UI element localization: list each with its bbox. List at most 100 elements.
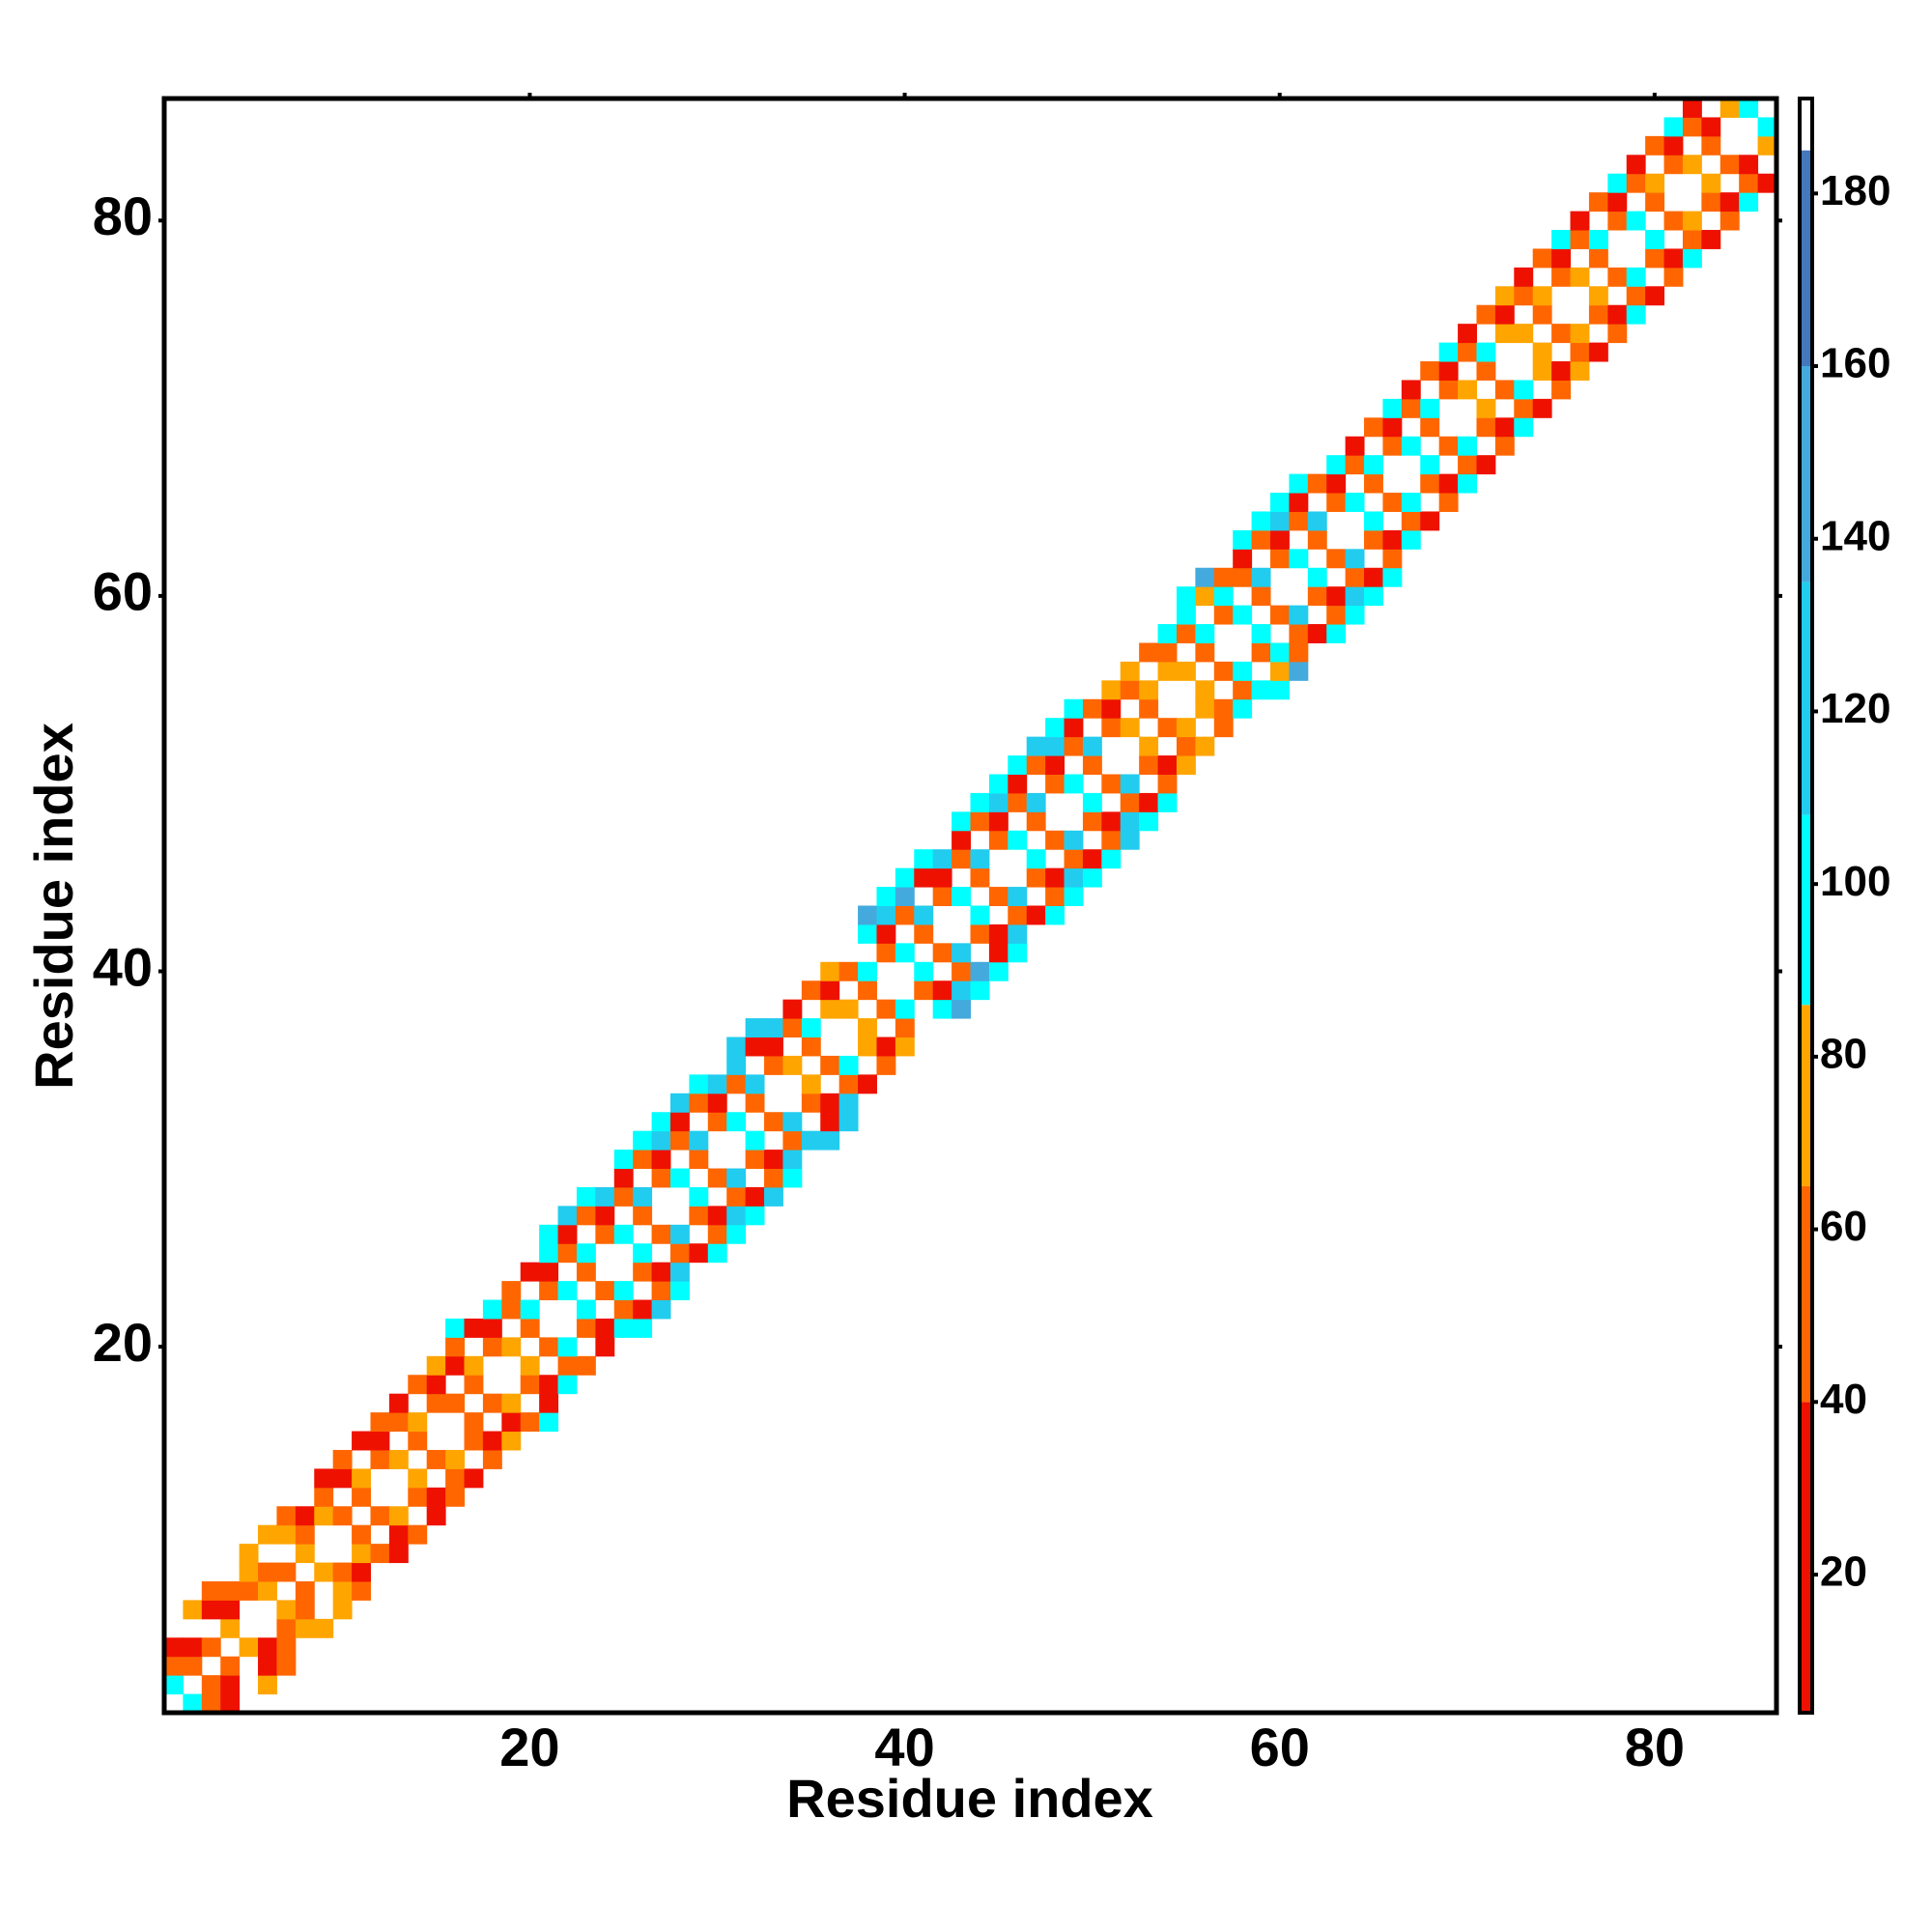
heatmap-cell bbox=[1345, 436, 1365, 456]
heatmap-cell bbox=[426, 1487, 446, 1507]
heatmap-cell bbox=[876, 943, 896, 963]
heatmap-cell bbox=[295, 1618, 315, 1638]
heatmap-cell bbox=[1101, 811, 1122, 832]
heatmap-cell bbox=[482, 1431, 502, 1451]
heatmap-cell bbox=[932, 999, 952, 1019]
heatmap-cell bbox=[1064, 867, 1084, 888]
heatmap-cell bbox=[1251, 511, 1271, 531]
heatmap-cell bbox=[239, 1562, 259, 1582]
heatmap-cell bbox=[1082, 698, 1102, 719]
heatmap-cell bbox=[633, 1243, 653, 1264]
heatmap-cell bbox=[1626, 173, 1646, 193]
heatmap-cell bbox=[726, 1224, 747, 1244]
heatmap-cell bbox=[164, 1637, 184, 1658]
heatmap-cell bbox=[689, 1206, 709, 1226]
heatmap-cell bbox=[482, 1318, 502, 1338]
heatmap-cell bbox=[464, 1318, 484, 1338]
heatmap-cell bbox=[1101, 830, 1122, 850]
colorbar-tick-label: 60 bbox=[1820, 1203, 1867, 1250]
heatmap-cell bbox=[914, 980, 934, 1001]
heatmap-cell bbox=[1757, 173, 1777, 193]
heatmap-cell bbox=[1289, 473, 1309, 494]
heatmap-cell bbox=[1476, 398, 1496, 418]
heatmap-cell bbox=[1551, 380, 1572, 400]
heatmap-cell bbox=[633, 1206, 653, 1226]
heatmap-cell bbox=[1064, 830, 1084, 850]
heatmap-cell bbox=[1645, 135, 1665, 156]
heatmap-cell bbox=[932, 943, 952, 963]
heatmap-cell bbox=[183, 1656, 203, 1676]
heatmap-cell bbox=[633, 1130, 653, 1151]
heatmap-cell bbox=[482, 1337, 502, 1357]
heatmap-cell bbox=[914, 961, 934, 981]
heatmap-cell bbox=[613, 1150, 634, 1170]
heatmap-cell bbox=[970, 867, 990, 888]
heatmap-cell bbox=[952, 961, 971, 981]
heatmap-cell bbox=[1289, 661, 1309, 681]
heatmap-cell bbox=[1120, 830, 1140, 850]
heatmap-cell bbox=[1719, 99, 1740, 118]
colorbar-tick-label: 160 bbox=[1820, 340, 1890, 387]
heatmap-cell bbox=[1045, 736, 1065, 756]
heatmap-cell bbox=[1532, 361, 1552, 381]
heatmap-cell bbox=[1719, 155, 1740, 175]
x-tick-label: 80 bbox=[1625, 1717, 1685, 1777]
heatmap-cell bbox=[1364, 417, 1383, 438]
heatmap-cell bbox=[1514, 380, 1534, 400]
heatmap-cell bbox=[557, 1243, 578, 1264]
heatmap-cell bbox=[295, 1524, 315, 1545]
heatmap-cell bbox=[1401, 380, 1421, 400]
colorbar-tick-label: 100 bbox=[1820, 858, 1890, 905]
heatmap-cell bbox=[1682, 117, 1702, 137]
heatmap-cell bbox=[1307, 586, 1327, 607]
heatmap-cell bbox=[595, 1224, 615, 1244]
heatmap-cell bbox=[1307, 567, 1327, 587]
heatmap-cell bbox=[1570, 324, 1590, 344]
x-tick-label: 40 bbox=[874, 1717, 934, 1777]
heatmap-cell bbox=[1514, 286, 1534, 306]
heatmap-cell bbox=[183, 1600, 203, 1620]
heatmap-cell bbox=[1213, 698, 1234, 719]
heatmap-cell bbox=[1494, 436, 1515, 456]
heatmap-cell bbox=[1233, 549, 1253, 569]
heatmap-cell bbox=[1195, 736, 1215, 756]
heatmap-cell bbox=[1233, 680, 1253, 700]
heatmap-cell bbox=[782, 1018, 803, 1038]
heatmap-cell bbox=[295, 1544, 315, 1564]
heatmap-cell bbox=[801, 980, 821, 1001]
heatmap-cell bbox=[557, 1224, 578, 1244]
heatmap-cell bbox=[314, 1562, 334, 1582]
colorbar-segment bbox=[1800, 99, 1812, 151]
heatmap-cell bbox=[464, 1375, 484, 1395]
heatmap-cell bbox=[914, 923, 934, 944]
heatmap-cell bbox=[445, 1449, 466, 1469]
heatmap-cell bbox=[539, 1337, 559, 1357]
heatmap-cell bbox=[370, 1544, 390, 1564]
heatmap-cell bbox=[1289, 605, 1309, 625]
heatmap-cell bbox=[201, 1600, 221, 1620]
heatmap-cell bbox=[1026, 849, 1046, 869]
heatmap-cell bbox=[332, 1562, 353, 1582]
heatmap-cell bbox=[895, 1037, 915, 1057]
heatmap-cell bbox=[1364, 511, 1383, 531]
heatmap-cell bbox=[408, 1375, 428, 1395]
heatmap-cell bbox=[539, 1281, 559, 1301]
heatmap-cell bbox=[1289, 549, 1309, 569]
heatmap-cell bbox=[1176, 736, 1196, 756]
heatmap-cell bbox=[595, 1186, 615, 1207]
heatmap-cell bbox=[651, 1224, 671, 1244]
heatmap-cell bbox=[782, 999, 803, 1019]
heatmap-cell bbox=[1251, 586, 1271, 607]
heatmap-cell bbox=[1401, 398, 1421, 418]
heatmap-cell bbox=[764, 1112, 783, 1132]
heatmap-cell bbox=[689, 1130, 709, 1151]
colorbar-tick-label: 40 bbox=[1820, 1376, 1867, 1423]
heatmap-cell bbox=[838, 1112, 859, 1132]
heatmap-cell bbox=[352, 1544, 371, 1564]
heatmap-cell bbox=[1045, 718, 1065, 738]
heatmap-cell bbox=[183, 1637, 203, 1658]
heatmap-cell bbox=[707, 1224, 727, 1244]
heatmap-cell bbox=[1008, 830, 1028, 850]
heatmap-cell bbox=[1008, 923, 1028, 944]
